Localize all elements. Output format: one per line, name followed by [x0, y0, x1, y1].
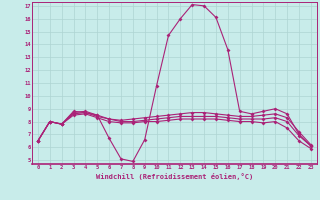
X-axis label: Windchill (Refroidissement éolien,°C): Windchill (Refroidissement éolien,°C): [96, 173, 253, 180]
